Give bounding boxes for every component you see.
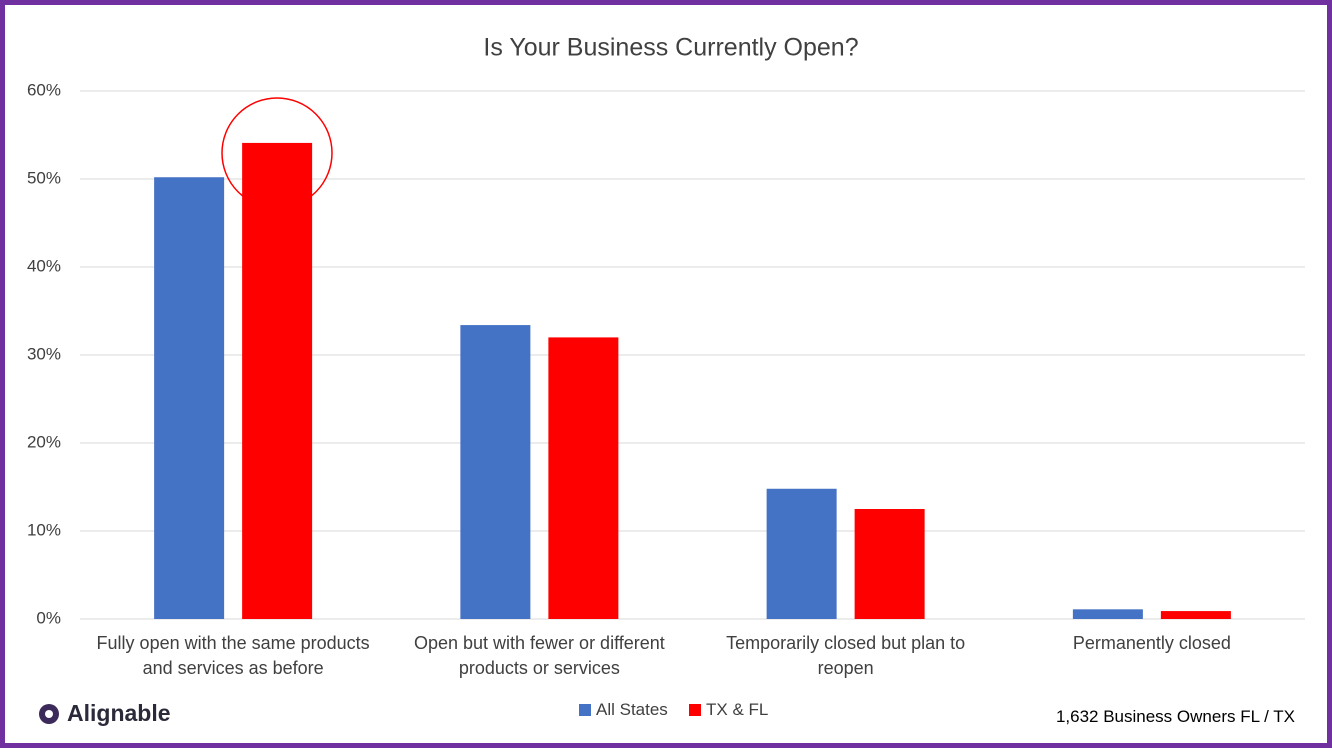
x-tick-label: Open but with fewer or different product… bbox=[413, 633, 665, 678]
brand-logo: Alignable bbox=[37, 700, 171, 727]
y-tick-label: 30% bbox=[27, 344, 61, 363]
y-tick-label: 10% bbox=[27, 520, 61, 539]
legend-label: TX & FL bbox=[706, 700, 769, 719]
highlight-circle bbox=[221, 97, 333, 209]
bar bbox=[548, 337, 619, 619]
footnote: 1,632 Business Owners FL / TX bbox=[1055, 707, 1295, 726]
legend-swatch bbox=[579, 704, 591, 716]
x-tick-label: Permanently closed bbox=[1072, 633, 1231, 653]
chart: Is Your Business Currently Open? 0% 10% 20… bbox=[27, 34, 1305, 627]
y-tick-label: 60% bbox=[27, 80, 61, 99]
legend-swatch bbox=[689, 704, 701, 716]
logo-icon bbox=[39, 703, 59, 724]
y-tick-label: 20% bbox=[27, 432, 61, 451]
chart-title: Is Your Business Currently Open? bbox=[483, 34, 858, 62]
brand-name: Alignable bbox=[67, 700, 171, 726]
bar bbox=[242, 142, 313, 620]
legend-label: All States bbox=[596, 700, 668, 719]
legend-entry: TX & FL bbox=[689, 700, 768, 720]
bar bbox=[766, 488, 837, 619]
bar bbox=[1072, 609, 1143, 619]
bar bbox=[154, 177, 225, 620]
bar bbox=[460, 325, 531, 619]
y-tick-label: 40% bbox=[27, 256, 61, 275]
y-tick-label: 0% bbox=[36, 608, 61, 627]
bar bbox=[1160, 611, 1231, 619]
bar bbox=[854, 509, 925, 619]
y-tick-label: 50% bbox=[27, 168, 61, 187]
x-tick-label: Temporarily closed but plan to reopen bbox=[726, 633, 966, 678]
legend-entry: All States bbox=[579, 700, 668, 720]
x-tick-label: Fully open with the same products and se… bbox=[96, 633, 370, 678]
